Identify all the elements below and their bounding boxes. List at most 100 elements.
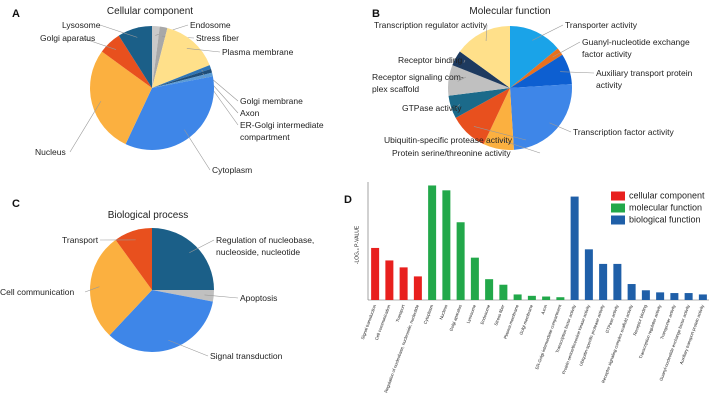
pie-slice <box>152 68 213 88</box>
pie-slice <box>455 88 510 145</box>
x-tick-label: Regulation of nucleobase, nucleoside, nu… <box>383 303 420 393</box>
leader-line <box>184 129 211 171</box>
slice-label: Cell communication <box>0 287 75 297</box>
slice-label: Stress fiber <box>196 33 239 43</box>
slice-label: Golgi membrane <box>240 96 303 106</box>
slice-label: Guanyl-nucleotide exchange factor activi… <box>582 37 690 59</box>
slice-label: GTPase activity <box>402 103 462 113</box>
x-tick-label: Cytoplasm <box>422 304 434 325</box>
pie-slice <box>152 26 168 88</box>
bar <box>656 292 665 300</box>
leader-line <box>204 294 239 299</box>
bar <box>627 284 636 300</box>
slice-label: Receptor signaling com- plex scaffold <box>372 72 464 94</box>
pie-slice <box>510 54 572 88</box>
bar <box>371 247 380 300</box>
slice-label: Golgi aparatus <box>40 33 96 43</box>
pie-slice <box>510 48 563 88</box>
pie-slice <box>109 290 213 352</box>
pie-slice <box>152 27 210 88</box>
pie-slice <box>90 239 152 336</box>
x-tick-label: GTPase activity <box>604 303 619 334</box>
leader-line <box>500 139 541 154</box>
leader-line <box>81 37 117 50</box>
chart-title: Biological process <box>107 210 189 221</box>
pie-slice <box>125 76 215 151</box>
leader-line <box>99 24 138 38</box>
legend-label: cellular component <box>629 190 705 200</box>
bar <box>599 263 608 300</box>
slice-label: Signal transduction <box>210 351 283 361</box>
leader-line <box>186 48 221 53</box>
legend-swatch <box>611 203 625 213</box>
bar <box>698 294 707 300</box>
leader-line <box>552 41 581 58</box>
bar <box>442 190 451 300</box>
bar <box>584 249 593 300</box>
x-tick-label: Lysosome <box>466 303 478 324</box>
slice-label: Transcription regulator activity <box>373 20 487 30</box>
leader-line <box>455 104 461 109</box>
pie-slice <box>448 88 510 118</box>
panel-letter: A <box>12 8 20 20</box>
x-tick-label: Endosome <box>479 303 491 325</box>
slice-label: Transcription factor activity <box>573 127 674 137</box>
slice-label: Cytoplasm <box>212 165 253 175</box>
slice-label: Regulation of nucleobase, nucleoside, nu… <box>216 235 315 257</box>
pie-slice <box>510 26 558 88</box>
y-axis-label: -LOG₁₀ P-VALUE <box>354 225 360 264</box>
leader-line <box>485 24 488 42</box>
leader-line <box>560 71 595 74</box>
bar <box>556 297 565 300</box>
pie-slice <box>90 51 152 145</box>
bar <box>470 257 479 300</box>
leader-line <box>549 122 572 133</box>
slice-label: ER-Golgi intermediate compartment <box>240 120 324 142</box>
slice-label: Endosome <box>190 20 231 30</box>
pie-slice <box>152 290 214 302</box>
bar <box>385 260 394 300</box>
chart-title: Cellular component <box>106 6 194 17</box>
leader-line <box>532 24 564 41</box>
pie-slice <box>152 65 211 88</box>
pie-slice <box>118 26 152 88</box>
pie-slice <box>448 65 510 96</box>
x-tick-label: Golgi aparatus <box>448 304 462 332</box>
x-tick-label: Receptor binding <box>632 303 648 336</box>
slice-label: Receptor binding <box>398 55 463 65</box>
bar <box>513 294 522 300</box>
bar <box>485 279 494 300</box>
slice-label: Transporter activity <box>565 20 637 30</box>
pie-slice <box>152 26 160 88</box>
slice-label: Auxiliary transport protein activity <box>596 68 693 90</box>
legend-swatch <box>611 191 625 201</box>
leader-line <box>84 286 100 293</box>
legend-label: molecular function <box>629 202 702 212</box>
bar <box>456 222 465 300</box>
chart-title: Molecular function <box>469 6 551 17</box>
slice-label: Transport <box>62 235 99 245</box>
slice-label: Plasma membrane <box>222 47 294 57</box>
panel-letter: D <box>344 194 352 206</box>
slice-label: Nucleus <box>35 147 66 157</box>
pie-slice <box>101 35 152 88</box>
legend-swatch <box>611 215 625 225</box>
bar <box>542 296 551 300</box>
panel-letter: C <box>12 198 20 210</box>
bar <box>428 185 437 300</box>
pie-slice <box>452 51 510 88</box>
x-tick-label: Receptor signaling complex scaffold acti… <box>601 303 634 384</box>
bar <box>527 295 536 300</box>
slice-label: Protein serine/threonine activity <box>392 148 511 158</box>
leader-line <box>69 100 102 153</box>
panel-letter: B <box>372 8 380 20</box>
x-tick-label: Axon <box>540 303 548 314</box>
bar <box>641 290 650 300</box>
leader-line <box>189 239 215 254</box>
slice-label: Lysosome <box>62 20 101 30</box>
bar <box>613 263 622 300</box>
x-tick-label: Golgi membrane <box>518 303 534 335</box>
leader-line <box>473 126 527 141</box>
